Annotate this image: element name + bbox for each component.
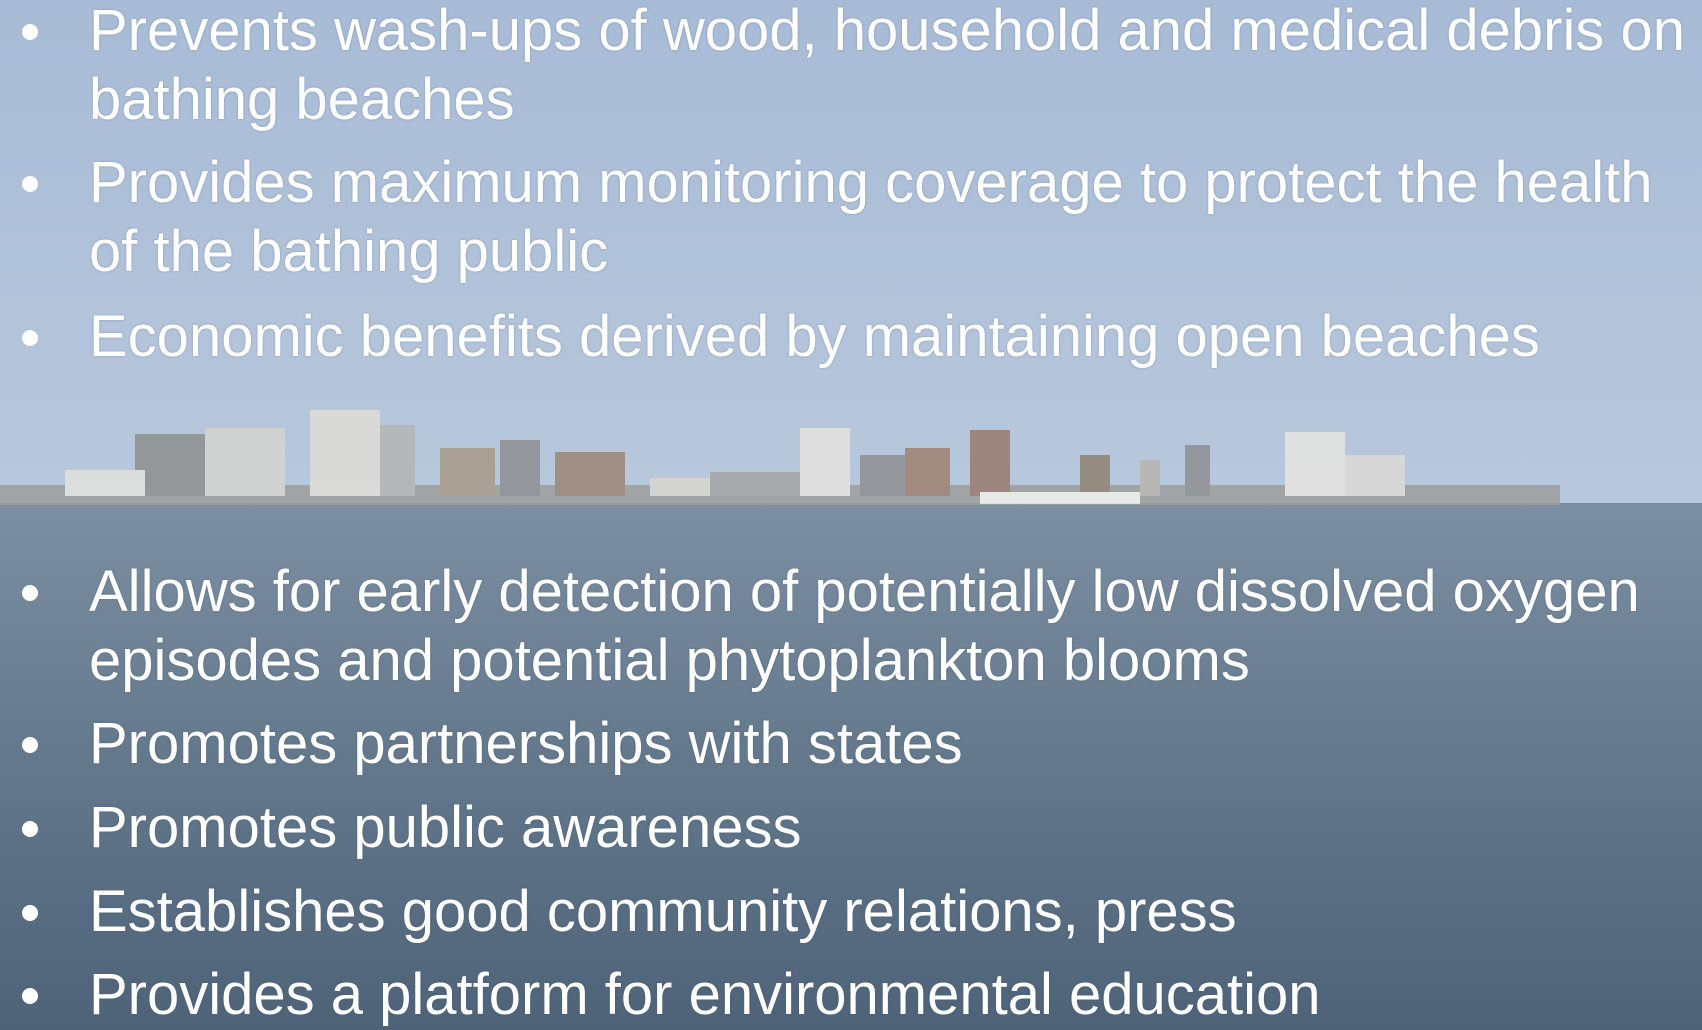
bullet-text: Provides a platform for environmental ed… bbox=[89, 962, 1321, 1027]
bullet-text: Promotes partnerships with states bbox=[89, 711, 963, 776]
sea bbox=[0, 503, 1702, 1030]
bullet-item: Provides maximum monitoring coverage to … bbox=[22, 148, 1699, 286]
bullet-dot bbox=[22, 176, 38, 192]
bullet-text: Promotes public awareness bbox=[89, 795, 802, 860]
bullet-item: Promotes partnerships with states bbox=[22, 709, 1699, 778]
bullet-dot bbox=[22, 24, 38, 40]
bullet-item: Provides a platform for environmental ed… bbox=[22, 960, 1699, 1029]
bullet-dot bbox=[22, 821, 38, 837]
bullet-item: Economic benefits derived by maintaining… bbox=[22, 302, 1699, 371]
bullet-text: Economic benefits derived by maintaining… bbox=[89, 304, 1540, 369]
sky bbox=[0, 0, 1702, 505]
bullet-text: Provides maximum monitoring coverage to … bbox=[89, 150, 1653, 284]
bullet-item: Allows for early detection of potentiall… bbox=[22, 557, 1699, 695]
bullet-text: Establishes good community relations, pr… bbox=[89, 879, 1237, 944]
bullet-text: Allows for early detection of potentiall… bbox=[89, 559, 1640, 693]
bullet-item: Prevents wash-ups of wood, household and… bbox=[22, 0, 1699, 134]
bullet-dot bbox=[22, 330, 38, 346]
skyline bbox=[0, 410, 1560, 505]
bullet-item: Establishes good community relations, pr… bbox=[22, 877, 1699, 946]
bullet-dot bbox=[22, 988, 38, 1004]
bullet-text: Prevents wash-ups of wood, household and… bbox=[89, 0, 1685, 132]
bullet-dot bbox=[22, 737, 38, 753]
bullet-dot bbox=[22, 585, 38, 601]
bullet-dot bbox=[22, 905, 38, 921]
bullet-item: Promotes public awareness bbox=[22, 793, 1699, 862]
